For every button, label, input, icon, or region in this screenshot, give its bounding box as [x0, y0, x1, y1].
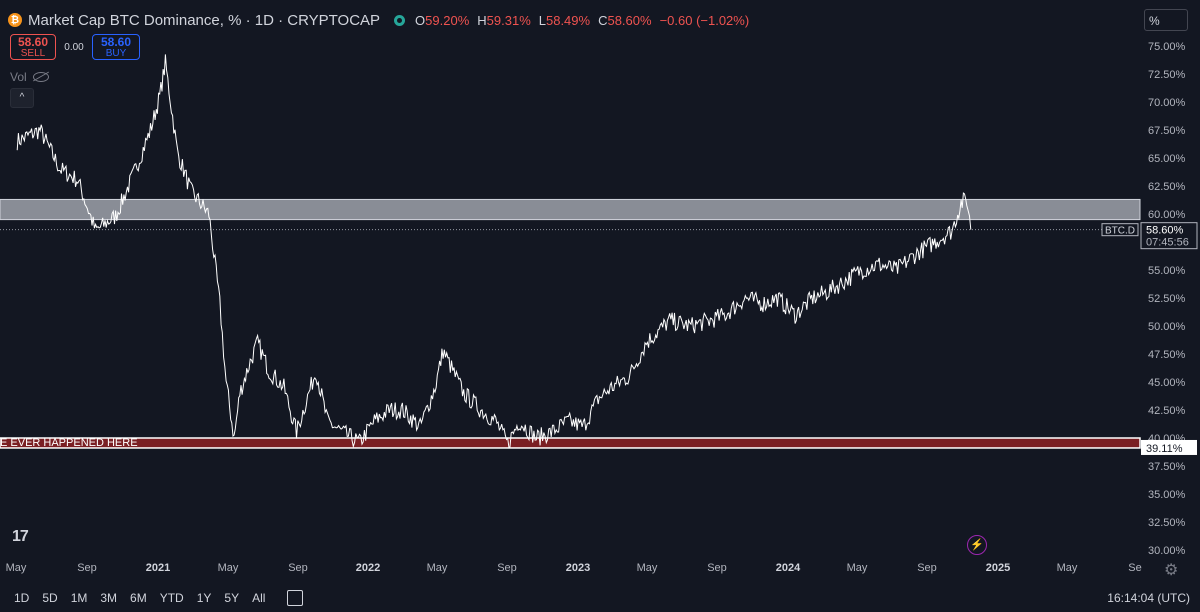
support-tag-value: 39.11%	[1146, 443, 1183, 455]
eye-off-icon[interactable]	[32, 72, 49, 82]
buy-label: BUY	[105, 48, 127, 59]
time-range-all[interactable]: All	[252, 590, 266, 605]
y-tick-label: 62.50%	[1148, 181, 1186, 193]
sell-price: 58.60	[17, 35, 49, 49]
price-tag-box	[1140, 222, 1198, 250]
time-range-1m[interactable]: 1M	[70, 590, 88, 605]
x-tick-label: May	[847, 562, 868, 574]
ohlc-open: O59.20%	[415, 12, 470, 28]
time-range-3m[interactable]: 3M	[100, 590, 118, 605]
y-tick-label: 35.00%	[1148, 489, 1186, 501]
spread-value: 0.00	[64, 41, 84, 53]
time-range-6m[interactable]: 6M	[130, 590, 147, 605]
bottom-toolbar: 1D 5D 1M 3M 6M YTD 1Y 5Y All 16:14:04 (UTC)	[0, 583, 1200, 612]
x-tick-label: 2023	[566, 562, 590, 574]
x-tick-label: May	[1057, 562, 1078, 574]
collapse-legend-button[interactable]: ^	[10, 88, 34, 108]
buy-price: 58.60	[100, 35, 132, 49]
price-change: −0.60 (−1.02%)	[659, 12, 750, 28]
gear-icon[interactable]: ⚙	[1164, 562, 1179, 579]
volume-label: Vol	[10, 70, 27, 84]
sell-button[interactable]: 58.60 SELL	[10, 34, 56, 60]
y-tick-label: 75.00%	[1148, 41, 1186, 53]
time-range-5y[interactable]: 5Y	[224, 590, 240, 605]
y-tick-label: 50.00%	[1148, 321, 1186, 333]
volume-legend[interactable]: Vol	[10, 70, 49, 84]
symbol-tag: BTC.D	[1105, 226, 1135, 237]
y-tick-label: 67.50%	[1148, 125, 1186, 137]
bitcoin-icon: ₿	[8, 13, 22, 27]
ohlc-close: C58.60%	[598, 12, 652, 28]
y-tick-label: 55.00%	[1148, 265, 1186, 277]
resistance-zone	[0, 198, 1141, 221]
y-tick-label: 52.50%	[1148, 293, 1186, 305]
x-tick-label: Sep	[497, 562, 517, 574]
time-range-buttons: 1D 5D 1M 3M 6M YTD 1Y 5Y All	[14, 591, 265, 605]
buy-button[interactable]: 58.60 BUY	[92, 34, 140, 60]
price-tag-value: 58.60%	[1146, 225, 1184, 237]
x-tick-label: Sep	[77, 562, 97, 574]
price-tag-countdown: 07:45:56	[1146, 237, 1189, 249]
time-range-ytd[interactable]: YTD	[159, 590, 184, 605]
market-status-icon[interactable]	[394, 14, 406, 26]
lightning-icon[interactable]: ⚡	[967, 535, 987, 555]
support-tag-box	[1141, 439, 1197, 455]
x-tick-label: 2024	[776, 562, 801, 574]
ohlc-high: H59.31%	[477, 12, 531, 28]
x-tick-label: May	[6, 562, 27, 574]
support-annotation: E EVER HAPPENED HERE	[0, 437, 138, 449]
y-tick-label: 32.50%	[1148, 517, 1186, 529]
y-tick-label: 65.00%	[1148, 153, 1186, 165]
tradingview-logo[interactable]: 17	[12, 528, 29, 545]
scale-mode-button[interactable]: %	[1144, 9, 1188, 31]
y-tick-label: 30.00%	[1148, 545, 1186, 557]
x-tick-label: 2025	[986, 562, 1010, 574]
y-tick-label: 37.50%	[1148, 461, 1186, 473]
x-tick-label: May	[427, 562, 448, 574]
x-tick-label: 2021	[146, 562, 170, 574]
time-range-5d[interactable]: 5D	[42, 590, 58, 605]
x-tick-label: May	[218, 562, 239, 574]
chart-title[interactable]: Market Cap BTC Dominance, % · 1D · CRYPT…	[28, 11, 381, 29]
y-tick-label: 70.00%	[1148, 97, 1186, 109]
y-tick-label: 45.00%	[1148, 377, 1186, 389]
y-tick-label: 47.50%	[1148, 349, 1186, 361]
utc-clock[interactable]: 16:14:04 (UTC)	[1107, 591, 1190, 605]
y-tick-label: 72.50%	[1148, 69, 1186, 81]
x-tick-label: Sep	[917, 562, 937, 574]
symbol-header: ₿ Market Cap BTC Dominance, % · 1D · CRY…	[8, 10, 749, 30]
x-tick-label: May	[637, 562, 658, 574]
x-tick-label: Se	[1128, 562, 1141, 574]
ohlc-low: L58.49%	[538, 12, 591, 28]
x-tick-label: Sep	[288, 562, 308, 574]
calendar-goto-icon[interactable]	[287, 589, 304, 606]
time-range-1d[interactable]: 1D	[14, 590, 30, 605]
sell-label: SELL	[20, 48, 46, 59]
support-zone	[0, 437, 1141, 449]
x-tick-label: Sep	[707, 562, 727, 574]
y-tick-label: 60.00%	[1148, 209, 1186, 221]
time-range-1y[interactable]: 1Y	[196, 590, 212, 605]
trade-panel: 58.60 SELL 0.00 58.60 BUY	[10, 34, 140, 60]
btc-dominance-line	[16, 54, 972, 449]
x-tick-label: 2022	[356, 562, 380, 574]
y-tick-label: 42.50%	[1148, 405, 1186, 417]
symbol-tag-box	[1101, 223, 1139, 237]
